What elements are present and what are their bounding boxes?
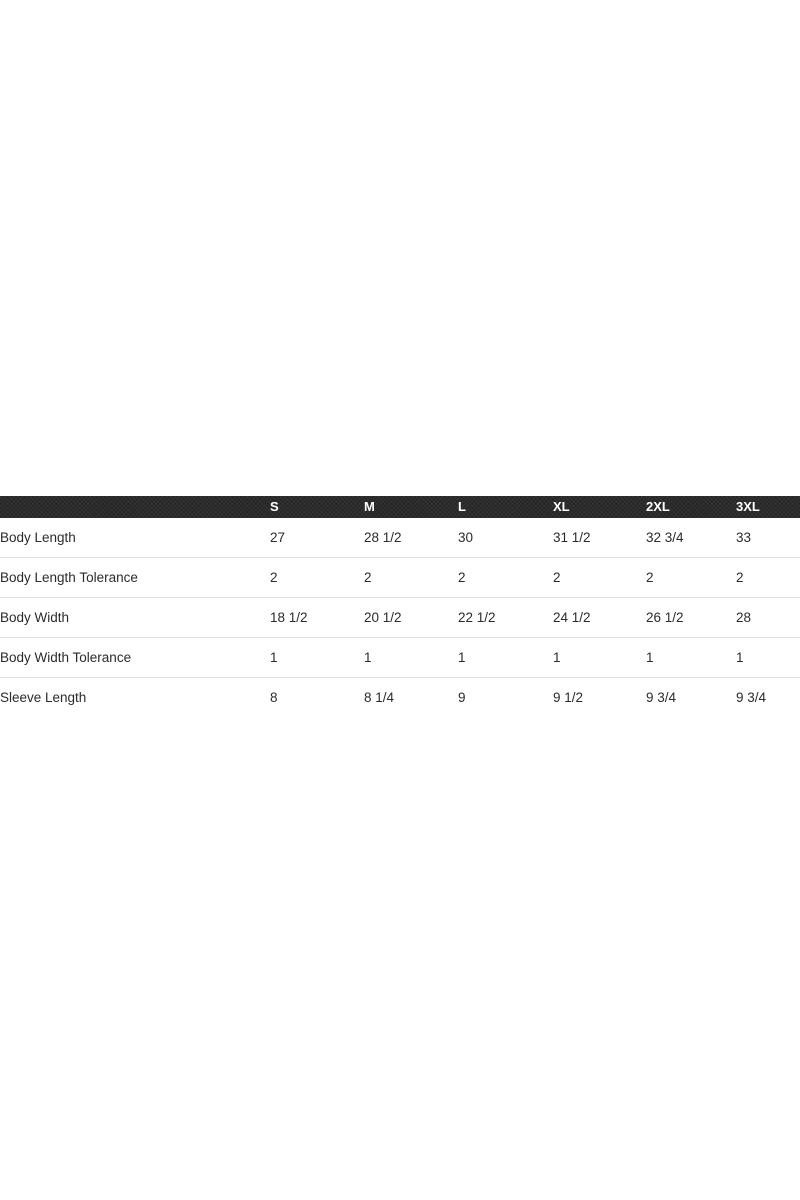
header-cell-size-3xl: 3XL — [736, 499, 760, 514]
cell-body-length-xl: 31 1/2 — [553, 518, 646, 558]
cell-body-width-tolerance-l: 1 — [458, 637, 553, 678]
cell-body-length-tolerance-3xl: 2 — [736, 557, 800, 598]
cell-body-width-2xl: 26 1/2 — [646, 597, 736, 638]
garment-size-chart-table: S M L XL 2XL 3XL Body Length 27 28 1/2 3… — [0, 496, 800, 717]
cell-body-length-s: 27 — [270, 518, 364, 558]
table-row: Body Length Tolerance 2 2 2 2 2 2 — [0, 557, 800, 598]
cell-body-length-tolerance-xl: 2 — [553, 557, 646, 598]
header-row: S M L XL 2XL 3XL — [0, 496, 800, 518]
cell-body-width-m: 20 1/2 — [364, 597, 458, 638]
cell-body-width-tolerance-s: 1 — [270, 637, 364, 678]
cell-body-width-tolerance-m: 1 — [364, 637, 458, 678]
cell-body-length-tolerance-2xl: 2 — [646, 557, 736, 598]
cell-body-width-tolerance-xl: 1 — [553, 637, 646, 678]
cell-body-width-xl: 24 1/2 — [553, 597, 646, 638]
cell-body-width-tolerance-2xl: 1 — [646, 637, 736, 678]
table-row: Body Length 27 28 1/2 30 31 1/2 32 3/4 3… — [0, 518, 800, 558]
cell-sleeve-length-m: 8 1/4 — [364, 690, 395, 705]
cell-sleeve-length-2xl: 9 3/4 — [646, 690, 677, 705]
table-row: Sleeve Length 8 8 1/4 9 9 1/2 9 3/4 9 3/… — [0, 678, 800, 718]
table-row: Body Width 18 1/2 20 1/2 22 1/2 24 1/2 2… — [0, 597, 800, 638]
cell-sleeve-length-3xl: 9 3/4 — [736, 690, 767, 705]
header-cell-size-xl: XL — [553, 499, 570, 514]
header-cell-size-s: S — [270, 499, 279, 514]
row-label-body-length-tolerance: Body Length Tolerance — [0, 557, 270, 598]
row-label-sleeve-length: Sleeve Length — [0, 690, 87, 705]
cell-body-width-3xl: 28 — [736, 597, 800, 638]
cell-sleeve-length-l: 9 — [458, 690, 466, 705]
cell-body-width-l: 22 1/2 — [458, 597, 553, 638]
header-cell-size-l: L — [458, 499, 466, 514]
header-cell-measurement — [0, 496, 270, 518]
cell-body-length-m: 28 1/2 — [364, 518, 458, 558]
row-label-body-length: Body Length — [0, 518, 270, 558]
row-label-body-width: Body Width — [0, 597, 270, 638]
cell-body-length-tolerance-m: 2 — [364, 557, 458, 598]
table-body: Body Length 27 28 1/2 30 31 1/2 32 3/4 3… — [0, 518, 800, 717]
cell-body-width-s: 18 1/2 — [270, 597, 364, 638]
table-header: S M L XL 2XL 3XL — [0, 496, 800, 518]
header-cell-size-2xl: 2XL — [646, 499, 670, 514]
cell-body-length-2xl: 32 3/4 — [646, 518, 736, 558]
cell-sleeve-length-xl: 9 1/2 — [553, 690, 584, 705]
size-chart-container: S M L XL 2XL 3XL Body Length 27 28 1/2 3… — [0, 496, 800, 717]
cell-body-length-tolerance-l: 2 — [458, 557, 553, 598]
cell-body-width-tolerance-3xl: 1 — [736, 637, 800, 678]
cell-body-length-tolerance-s: 2 — [270, 557, 364, 598]
header-cell-size-m: M — [364, 499, 375, 514]
cell-body-length-l: 30 — [458, 518, 553, 558]
table-row: Body Width Tolerance 1 1 1 1 1 1 — [0, 637, 800, 678]
cell-sleeve-length-s: 8 — [270, 690, 278, 705]
cell-body-length-3xl: 33 — [736, 518, 800, 558]
row-label-body-width-tolerance: Body Width Tolerance — [0, 637, 270, 678]
